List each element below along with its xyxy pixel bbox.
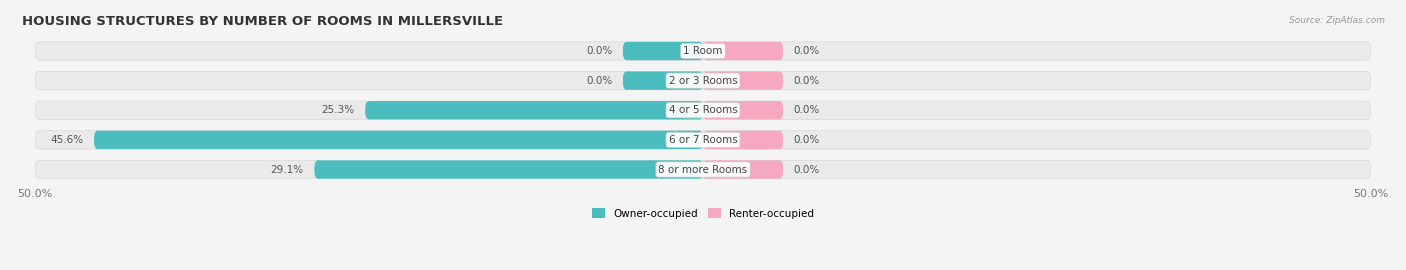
- Text: 25.3%: 25.3%: [322, 105, 354, 115]
- Text: 6 or 7 Rooms: 6 or 7 Rooms: [669, 135, 737, 145]
- Text: 0.0%: 0.0%: [794, 46, 820, 56]
- Text: 8 or more Rooms: 8 or more Rooms: [658, 164, 748, 174]
- Text: 0.0%: 0.0%: [794, 76, 820, 86]
- Text: 45.6%: 45.6%: [51, 135, 83, 145]
- FancyBboxPatch shape: [35, 42, 1371, 60]
- Text: 4 or 5 Rooms: 4 or 5 Rooms: [669, 105, 737, 115]
- FancyBboxPatch shape: [703, 72, 783, 90]
- Text: 0.0%: 0.0%: [794, 105, 820, 115]
- FancyBboxPatch shape: [315, 160, 703, 179]
- Text: 0.0%: 0.0%: [794, 164, 820, 174]
- FancyBboxPatch shape: [35, 72, 1371, 90]
- Text: 0.0%: 0.0%: [586, 46, 612, 56]
- Text: 0.0%: 0.0%: [586, 76, 612, 86]
- FancyBboxPatch shape: [35, 101, 1371, 119]
- Text: 29.1%: 29.1%: [270, 164, 304, 174]
- Text: HOUSING STRUCTURES BY NUMBER OF ROOMS IN MILLERSVILLE: HOUSING STRUCTURES BY NUMBER OF ROOMS IN…: [22, 15, 503, 28]
- Legend: Owner-occupied, Renter-occupied: Owner-occupied, Renter-occupied: [588, 204, 818, 223]
- FancyBboxPatch shape: [35, 131, 1371, 149]
- Text: 2 or 3 Rooms: 2 or 3 Rooms: [669, 76, 737, 86]
- FancyBboxPatch shape: [94, 131, 703, 149]
- FancyBboxPatch shape: [703, 160, 783, 179]
- FancyBboxPatch shape: [366, 101, 703, 119]
- FancyBboxPatch shape: [623, 42, 703, 60]
- FancyBboxPatch shape: [703, 101, 783, 119]
- FancyBboxPatch shape: [623, 72, 703, 90]
- FancyBboxPatch shape: [703, 42, 783, 60]
- FancyBboxPatch shape: [703, 131, 783, 149]
- Text: 1 Room: 1 Room: [683, 46, 723, 56]
- Text: Source: ZipAtlas.com: Source: ZipAtlas.com: [1289, 16, 1385, 25]
- Text: 0.0%: 0.0%: [794, 135, 820, 145]
- FancyBboxPatch shape: [35, 160, 1371, 179]
